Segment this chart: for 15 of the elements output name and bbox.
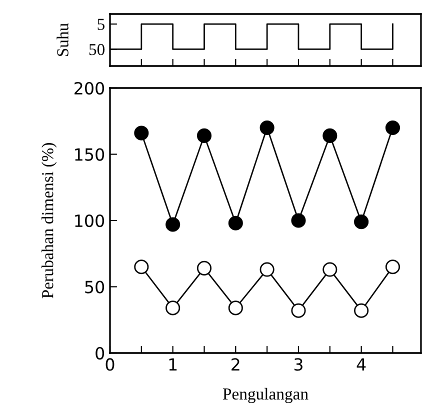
x-tick-label: 4 xyxy=(356,358,366,371)
y-axis-title: Perubahan dimensi (%) xyxy=(42,143,57,298)
y-tick-label: 50 xyxy=(85,280,104,294)
x-tick-label: 0 xyxy=(106,358,114,371)
y-tick-label: 200 xyxy=(74,82,104,95)
y-tick-label: 5 xyxy=(98,18,104,30)
y-tick-label: 100 xyxy=(75,214,104,228)
y-axis-title: Suhu xyxy=(56,23,68,56)
y-tick-label: 0 xyxy=(96,346,104,360)
y-tick-label: 150 xyxy=(75,148,104,161)
x-tick-label: 1 xyxy=(169,358,177,371)
x-tick-label: 3 xyxy=(294,358,302,371)
x-axis-title: Pengulangan xyxy=(222,388,308,404)
x-tick-label: 2 xyxy=(232,358,240,371)
y-tick-label: 50 xyxy=(89,44,105,56)
